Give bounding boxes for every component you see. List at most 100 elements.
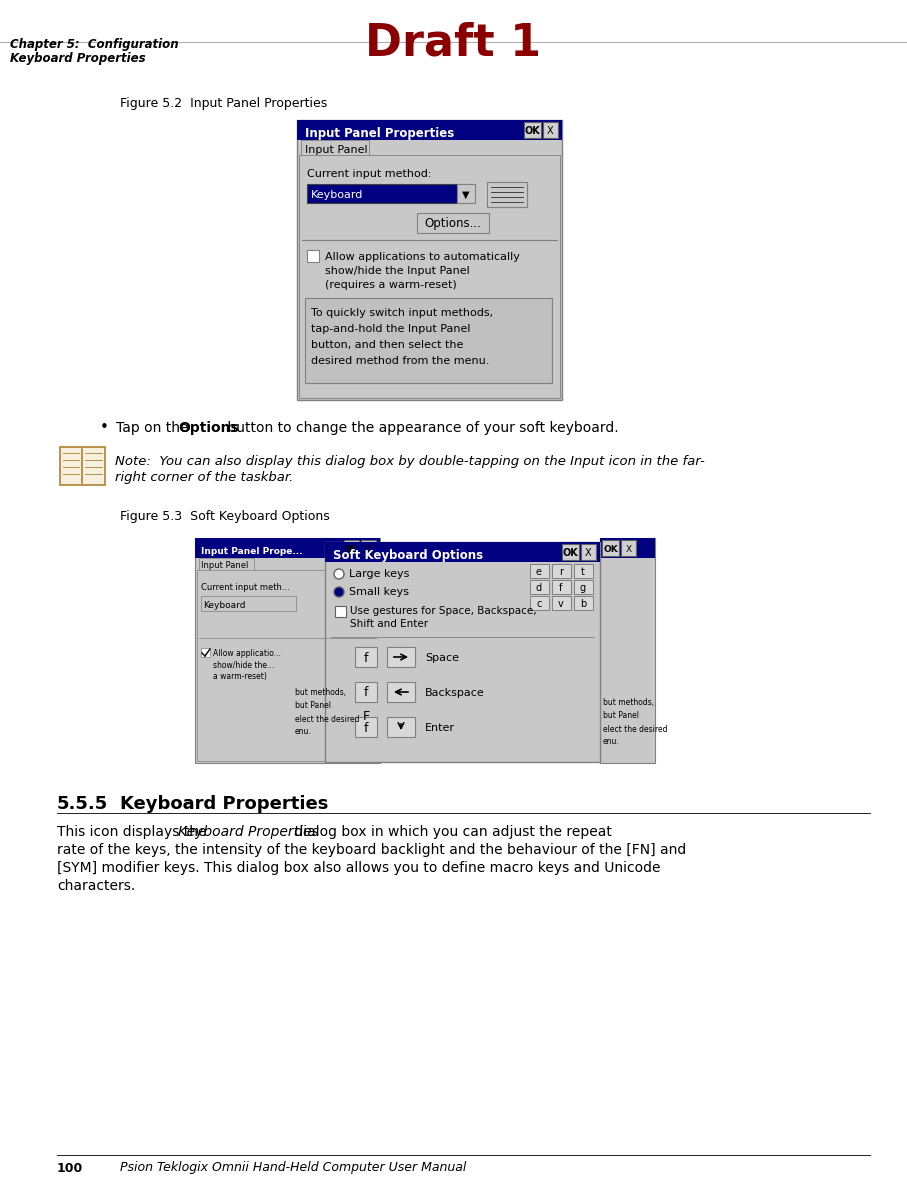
Text: X: X xyxy=(626,544,632,554)
Text: characters.: characters. xyxy=(57,879,135,893)
Text: Shift and Enter: Shift and Enter xyxy=(350,619,428,629)
Text: Options: Options xyxy=(178,420,239,435)
Text: f: f xyxy=(364,651,368,665)
Text: Figure 5.2  Input Panel Properties: Figure 5.2 Input Panel Properties xyxy=(120,96,327,110)
Bar xyxy=(600,538,655,559)
Circle shape xyxy=(334,587,344,597)
Bar xyxy=(621,540,636,556)
Text: f: f xyxy=(560,584,562,593)
Text: Keyboard: Keyboard xyxy=(311,191,364,200)
Text: desired method from the menu.: desired method from the menu. xyxy=(311,356,490,366)
Text: Small keys: Small keys xyxy=(349,587,409,597)
Bar xyxy=(297,120,562,141)
Text: but methods,: but methods, xyxy=(295,688,346,698)
Bar xyxy=(355,682,377,701)
Text: Keyboard Properties: Keyboard Properties xyxy=(10,52,146,66)
Text: but Panel: but Panel xyxy=(603,711,639,721)
Text: Psion Teklogix Omnii Hand-Held Computer User Manual: Psion Teklogix Omnii Hand-Held Computer … xyxy=(120,1161,466,1174)
Bar xyxy=(307,183,457,202)
Text: Enter: Enter xyxy=(425,723,455,732)
Bar xyxy=(530,565,549,578)
Text: Input Panel: Input Panel xyxy=(305,145,367,155)
Bar xyxy=(297,120,562,400)
Text: Space: Space xyxy=(425,653,459,663)
Bar xyxy=(361,540,376,555)
Bar xyxy=(581,544,596,560)
Text: dialog box in which you can adjust the repeat: dialog box in which you can adjust the r… xyxy=(290,825,612,838)
Text: Current input method:: Current input method: xyxy=(307,169,432,179)
Bar xyxy=(602,540,619,556)
Text: Note:  You can also display this dialog box by double-tapping on the Input icon : Note: You can also display this dialog b… xyxy=(115,455,705,468)
Bar xyxy=(387,647,415,667)
Bar xyxy=(562,544,579,560)
Text: elect the desired: elect the desired xyxy=(295,715,359,723)
Text: Current input meth...: Current input meth... xyxy=(201,584,289,592)
Text: right corner of the taskbar.: right corner of the taskbar. xyxy=(115,470,293,484)
Text: v: v xyxy=(558,599,564,609)
Text: e: e xyxy=(536,567,542,576)
Text: button, and then select the: button, and then select the xyxy=(311,339,463,350)
Bar xyxy=(530,596,549,610)
Bar xyxy=(530,580,549,594)
Bar xyxy=(197,570,378,761)
Bar xyxy=(299,155,560,398)
Text: Chapter 5:  Configuration: Chapter 5: Configuration xyxy=(10,38,179,51)
Text: b: b xyxy=(580,599,586,609)
Text: Use gestures for Space, Backspace,: Use gestures for Space, Backspace, xyxy=(350,606,537,616)
Text: OK: OK xyxy=(604,544,619,554)
Text: Keyboard Properties: Keyboard Properties xyxy=(178,825,318,838)
Text: r: r xyxy=(559,567,563,576)
Bar xyxy=(325,542,600,762)
Text: OK: OK xyxy=(524,126,540,136)
Text: but Panel: but Panel xyxy=(295,701,331,711)
Text: rate of the keys, the intensity of the keyboard backlight and the behaviour of t: rate of the keys, the intensity of the k… xyxy=(57,843,687,858)
Text: Allow applicatio...: Allow applicatio... xyxy=(213,649,281,659)
Bar xyxy=(457,183,475,202)
Bar xyxy=(574,596,593,610)
Bar xyxy=(600,538,655,763)
Bar xyxy=(574,580,593,594)
Text: This icon displays the: This icon displays the xyxy=(57,825,210,838)
Text: Options...: Options... xyxy=(424,218,482,231)
Text: X: X xyxy=(547,126,553,136)
Bar xyxy=(574,565,593,578)
Bar xyxy=(417,213,489,233)
Bar xyxy=(305,298,552,384)
Bar xyxy=(195,538,380,559)
Bar xyxy=(387,717,415,737)
Text: Figure 5.3  Soft Keyboard Options: Figure 5.3 Soft Keyboard Options xyxy=(120,510,330,523)
Text: button to change the appearance of your soft keyboard.: button to change the appearance of your … xyxy=(223,420,619,435)
Bar xyxy=(201,596,296,611)
Text: enu.: enu. xyxy=(603,737,619,747)
Bar xyxy=(552,596,571,610)
Text: ▼: ▼ xyxy=(463,191,470,200)
Text: 100: 100 xyxy=(57,1161,83,1174)
Text: Input Panel: Input Panel xyxy=(201,561,249,570)
Text: tap-and-hold the Input Panel: tap-and-hold the Input Panel xyxy=(311,324,471,333)
Text: Input Panel Properties: Input Panel Properties xyxy=(305,127,454,141)
Bar xyxy=(487,182,527,207)
Text: (requires a warm-reset): (requires a warm-reset) xyxy=(325,280,457,289)
Bar xyxy=(199,559,254,570)
Text: Tap on the: Tap on the xyxy=(116,420,193,435)
Bar xyxy=(301,141,369,156)
Text: t: t xyxy=(581,567,585,576)
Text: c: c xyxy=(536,599,541,609)
Text: Input Panel Prope...: Input Panel Prope... xyxy=(201,547,303,555)
Text: X: X xyxy=(366,544,371,554)
Text: F: F xyxy=(363,710,369,723)
Text: Large keys: Large keys xyxy=(349,569,409,579)
Bar xyxy=(543,121,558,138)
Text: Allow applications to automatically: Allow applications to automatically xyxy=(325,252,520,262)
Text: elect the desired: elect the desired xyxy=(603,724,668,734)
Bar xyxy=(355,717,377,737)
Text: Keyboard Properties: Keyboard Properties xyxy=(120,796,328,813)
Bar xyxy=(325,542,600,562)
Circle shape xyxy=(334,569,344,579)
Bar xyxy=(355,647,377,667)
Text: g: g xyxy=(580,584,586,593)
Text: OK: OK xyxy=(562,548,578,559)
Text: Draft 1: Draft 1 xyxy=(365,21,541,66)
Text: •: • xyxy=(100,420,109,436)
Text: show/hide the...: show/hide the... xyxy=(213,661,274,669)
